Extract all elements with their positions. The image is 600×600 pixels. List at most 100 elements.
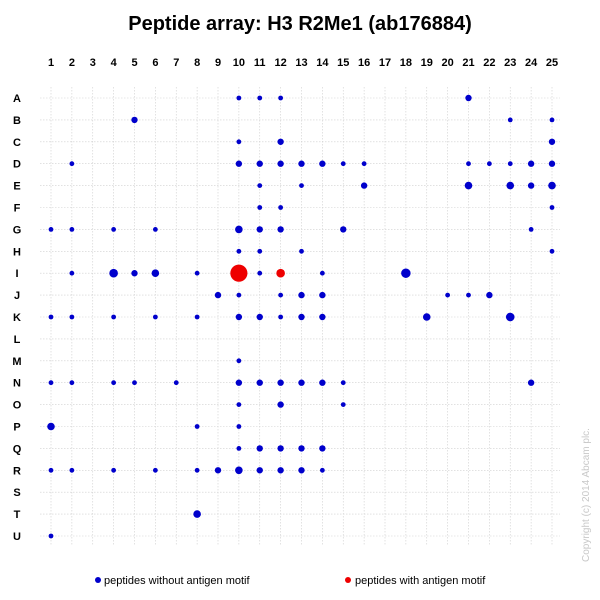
- row-label-R: R: [13, 465, 21, 477]
- data-point-I11: [257, 270, 263, 276]
- data-point-A10: [236, 95, 242, 101]
- row-label-A: A: [13, 93, 21, 105]
- column-label-13: 13: [295, 57, 307, 69]
- data-point-K12: [278, 314, 284, 320]
- column-label-10: 10: [233, 57, 245, 69]
- data-point-H11: [257, 248, 263, 254]
- row-label-G: G: [13, 224, 22, 236]
- data-point-I6: [151, 269, 160, 277]
- data-point-G10: [235, 225, 243, 234]
- data-point-E23: [506, 181, 515, 190]
- data-point-E11: [257, 183, 263, 189]
- data-point-E25: [548, 181, 556, 190]
- row-label-H: H: [13, 246, 21, 258]
- data-point-J10: [236, 292, 242, 298]
- data-point-N1: [48, 380, 54, 386]
- data-point-Q14: [319, 445, 326, 452]
- data-point-N12: [277, 379, 284, 386]
- column-label-21: 21: [462, 57, 474, 69]
- data-point-I10: [230, 264, 248, 282]
- column-label-6: 6: [152, 57, 158, 69]
- data-point-O12: [277, 401, 284, 408]
- data-point-N5: [132, 380, 137, 386]
- column-labels: 1 2 3 4 5 6 7 8 9 10 11 12 13 14 15 16 17 18 19 20 21 22 23 24 2…: [48, 57, 558, 69]
- column-label-15: 15: [337, 57, 349, 69]
- row-label-E: E: [13, 181, 20, 193]
- data-point-N24: [527, 379, 535, 386]
- series-without-motif: [47, 94, 556, 539]
- column-label-19: 19: [421, 57, 433, 69]
- data-point-Q12: [277, 445, 284, 452]
- data-point-N7: [173, 380, 179, 386]
- data-point-O15: [340, 402, 346, 407]
- column-label-22: 22: [483, 57, 495, 69]
- data-point-A11: [257, 95, 263, 101]
- data-point-R13: [298, 467, 305, 474]
- row-label-U: U: [13, 531, 21, 543]
- data-point-D10: [235, 160, 243, 167]
- column-label-11: 11: [254, 57, 266, 69]
- column-label-16: 16: [358, 57, 370, 69]
- column-label-3: 3: [90, 57, 96, 69]
- data-point-P10: [236, 424, 242, 429]
- row-label-P: P: [13, 422, 20, 434]
- row-label-F: F: [14, 203, 21, 215]
- data-point-C12: [277, 138, 284, 145]
- column-label-7: 7: [173, 57, 179, 69]
- column-label-17: 17: [379, 57, 391, 69]
- row-label-T: T: [14, 509, 21, 521]
- data-point-M10: [236, 358, 242, 364]
- series-with-motif: [230, 264, 285, 282]
- data-point-R6: [152, 467, 158, 473]
- data-point-P1: [47, 422, 55, 431]
- data-point-D11: [256, 160, 263, 167]
- data-point-D2: [69, 161, 75, 167]
- data-point-K2: [69, 314, 75, 320]
- data-point-J22: [486, 291, 493, 299]
- data-point-N2: [69, 380, 75, 386]
- column-label-18: 18: [400, 57, 412, 69]
- data-point-D15: [340, 161, 346, 167]
- data-point-D21: [466, 161, 471, 167]
- data-point-F25: [549, 205, 555, 210]
- data-point-K8: [194, 314, 200, 320]
- data-point-H10: [236, 248, 242, 254]
- legend: peptides without antigen motif peptides …: [95, 575, 486, 587]
- data-point-G4: [111, 227, 117, 232]
- data-point-R12: [277, 467, 284, 474]
- data-point-I4: [109, 268, 118, 278]
- row-label-D: D: [13, 159, 21, 171]
- data-point-Q11: [256, 445, 263, 452]
- row-label-K: K: [13, 312, 21, 324]
- column-label-2: 2: [69, 57, 75, 69]
- data-point-D22: [486, 161, 492, 167]
- row-label-M: M: [12, 356, 21, 368]
- data-point-C10: [236, 139, 242, 145]
- legend-marker-with-motif: [345, 577, 351, 583]
- column-label-4: 4: [111, 57, 118, 69]
- data-point-D16: [361, 161, 367, 167]
- data-point-H25: [549, 248, 555, 254]
- row-label-L: L: [14, 334, 21, 346]
- data-point-B5: [131, 116, 138, 124]
- data-point-T8: [193, 510, 201, 518]
- row-label-O: O: [13, 400, 22, 412]
- column-label-23: 23: [504, 57, 516, 69]
- data-point-J9: [214, 291, 222, 299]
- data-point-G1: [48, 227, 54, 232]
- data-point-N15: [340, 380, 346, 386]
- chart-title: Peptide array: H3 R2Me1 (ab176884): [128, 13, 472, 35]
- data-point-G15: [340, 226, 347, 233]
- data-point-J21: [466, 292, 471, 298]
- data-point-N11: [256, 379, 263, 386]
- data-point-H13: [299, 248, 304, 254]
- column-label-12: 12: [275, 57, 287, 69]
- data-point-D12: [277, 160, 284, 167]
- data-point-P8: [194, 424, 200, 429]
- data-point-K19: [422, 313, 431, 321]
- column-label-5: 5: [131, 57, 137, 69]
- data-point-R2: [69, 467, 75, 473]
- data-point-A21: [465, 94, 472, 102]
- data-point-N14: [319, 379, 326, 386]
